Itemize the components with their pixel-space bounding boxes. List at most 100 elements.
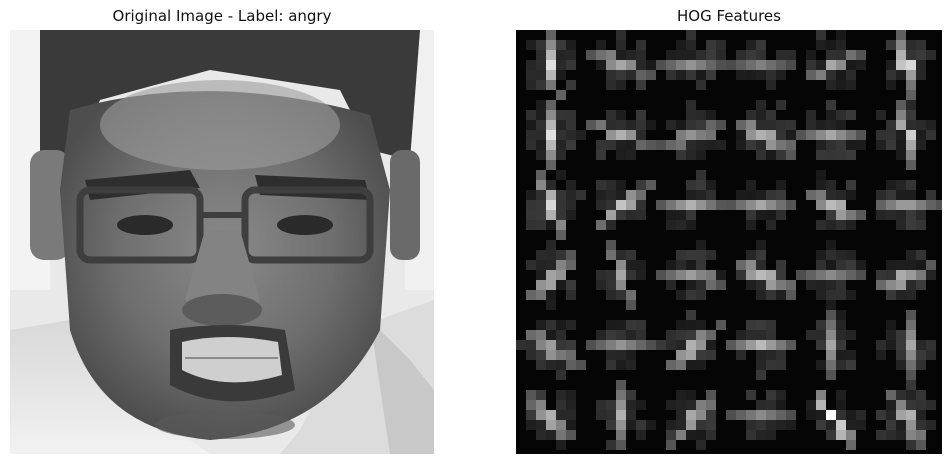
hog-gradient-block <box>906 410 916 420</box>
hog-noise-block <box>526 260 536 270</box>
hog-noise-block <box>686 30 696 40</box>
hog-noise-block <box>826 180 836 190</box>
hog-gradient-block <box>536 330 546 340</box>
hog-noise-block <box>636 120 646 130</box>
hog-cell <box>726 390 796 440</box>
hog-noise-block <box>696 250 706 260</box>
hog-gradient-block <box>546 340 556 350</box>
hog-noise-block <box>876 270 886 280</box>
hog-gradient-block <box>836 210 846 220</box>
hog-gradient-block <box>546 210 556 220</box>
hog-gradient-block <box>926 260 936 270</box>
hog-noise-block <box>846 180 856 190</box>
hog-noise-block <box>766 150 776 160</box>
hog-gradient-block <box>656 200 666 210</box>
hog-gradient-block <box>716 280 726 290</box>
hog-gradient-block <box>666 60 676 70</box>
hog-gradient-block <box>536 410 546 420</box>
hog-noise-block <box>886 340 896 350</box>
hog-noise-block <box>826 40 836 50</box>
hog-gradient-block <box>836 130 846 140</box>
hog-noise-block <box>706 410 716 420</box>
hog-noise-block <box>606 70 616 80</box>
hog-noise-block <box>606 440 616 450</box>
hog-noise-block <box>886 80 896 90</box>
hog-noise-block <box>676 320 686 330</box>
hog-noise-block <box>676 420 686 430</box>
hog-gradient-block <box>606 130 616 140</box>
hog-noise-block <box>556 390 566 400</box>
hog-noise-block <box>906 190 916 200</box>
hog-noise-block <box>776 130 786 140</box>
hog-noise-block <box>616 150 626 160</box>
hog-gradient-block <box>586 340 596 350</box>
hog-gradient-block <box>906 320 916 330</box>
hog-gradient-block <box>736 260 746 270</box>
hog-noise-block <box>746 210 756 220</box>
hog-noise-block <box>636 270 646 280</box>
hog-noise-block <box>546 260 556 270</box>
hog-noise-block <box>906 280 916 290</box>
hog-cell <box>656 240 726 300</box>
hog-noise-block <box>816 170 826 180</box>
hog-gradient-block <box>906 130 916 140</box>
hog-gradient-block <box>546 40 556 50</box>
hog-noise-block <box>766 210 776 220</box>
hog-noise-block <box>606 220 616 230</box>
hog-noise-block <box>706 180 716 190</box>
hog-noise-block <box>756 370 766 380</box>
hog-noise-block <box>606 190 616 200</box>
hog-noise-block <box>636 80 646 90</box>
hog-gradient-block <box>746 260 756 270</box>
hog-noise-block <box>716 270 726 280</box>
hog-gradient-block <box>846 130 856 140</box>
hog-noise-block <box>536 140 546 150</box>
hog-noise-block <box>536 120 546 130</box>
hog-gradient-block <box>826 200 836 210</box>
hog-gradient-block <box>896 120 906 130</box>
hog-cell <box>526 170 586 240</box>
hog-gradient-block <box>566 350 576 360</box>
hog-noise-block <box>846 150 856 160</box>
hog-gradient-block <box>686 410 696 420</box>
hog-noise-block <box>756 240 766 250</box>
hog-cell <box>876 380 936 450</box>
hog-noise-block <box>766 360 776 370</box>
hog-noise-block <box>926 350 936 360</box>
hog-noise-block <box>916 350 926 360</box>
hog-noise-block <box>806 410 816 420</box>
hog-noise-block <box>636 200 646 210</box>
hog-noise-block <box>616 30 626 40</box>
hog-gradient-block <box>756 410 766 420</box>
hog-noise-block <box>706 70 716 80</box>
hog-noise-block <box>606 140 616 150</box>
hog-noise-block <box>836 190 846 200</box>
hog-noise-block <box>846 360 856 370</box>
hog-noise-block <box>916 260 926 270</box>
hog-noise-block <box>566 130 576 140</box>
hog-noise-block <box>616 210 626 220</box>
hog-noise-block <box>706 340 716 350</box>
hog-gradient-block <box>756 270 766 280</box>
hog-noise-block <box>896 210 906 220</box>
hog-gradient-block <box>566 360 576 370</box>
hog-gradient-block <box>856 130 866 140</box>
hog-gradient-block <box>686 270 696 280</box>
hog-noise-block <box>896 140 906 150</box>
hog-gradient-block <box>906 420 916 430</box>
hog-noise-block <box>526 410 536 420</box>
hog-gradient-block <box>566 430 576 440</box>
hog-gradient-block <box>856 210 866 220</box>
hog-gradient-block <box>826 270 836 280</box>
hog-noise-block <box>846 220 856 230</box>
hog-noise-block <box>546 320 556 330</box>
hog-gradient-block <box>546 200 556 210</box>
hog-noise-block <box>676 410 686 420</box>
hog-noise-block <box>536 70 546 80</box>
hog-noise-block <box>626 390 636 400</box>
hog-noise-block <box>926 190 936 200</box>
hog-noise-block <box>536 130 546 140</box>
hog-cell <box>596 380 656 450</box>
hog-noise-block <box>526 110 536 120</box>
hog-cell <box>586 30 656 90</box>
